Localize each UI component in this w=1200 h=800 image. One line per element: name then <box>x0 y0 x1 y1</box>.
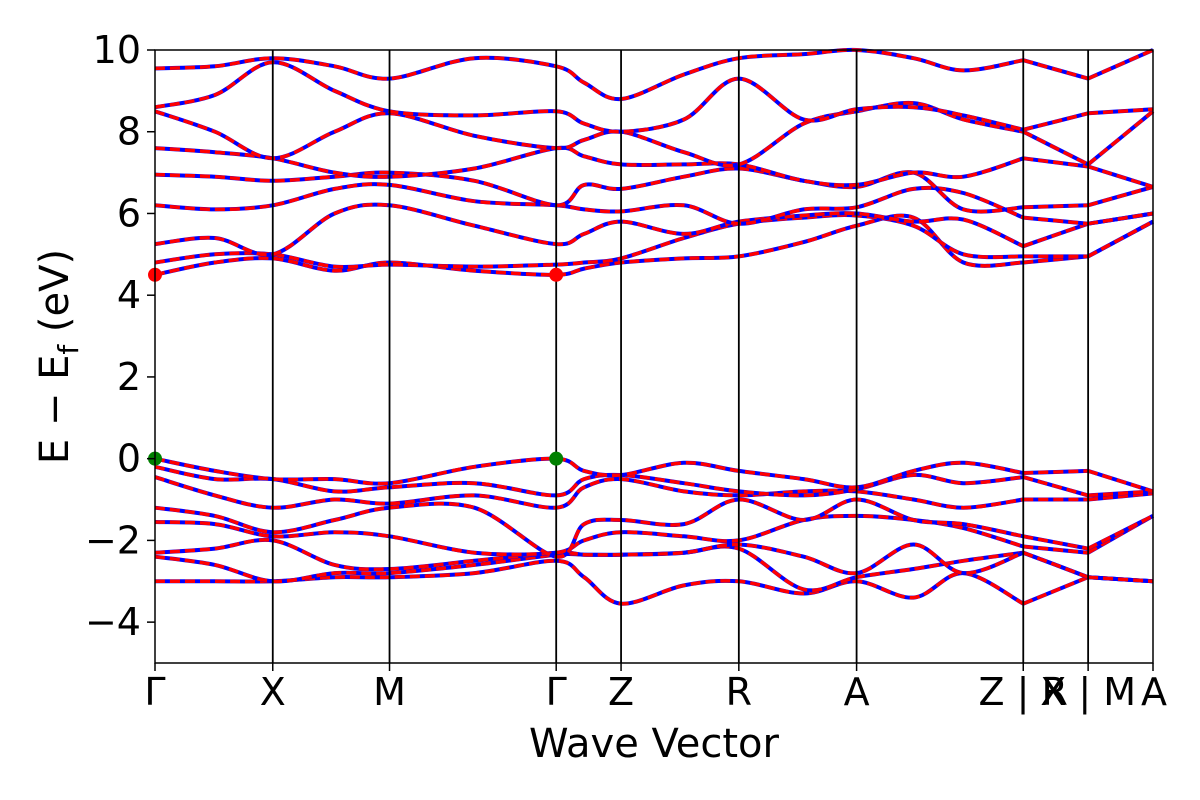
band-line <box>1087 575 1154 584</box>
band-line <box>1023 469 1089 475</box>
x-tick-label: Z <box>608 670 634 714</box>
y-axis-ticks: −4 −2 0 2 4 6 8 10 <box>85 28 155 644</box>
band-line <box>1022 534 1089 551</box>
band-line <box>154 202 1025 257</box>
x-tick-label: M <box>373 670 406 714</box>
band-line <box>1087 220 1154 258</box>
band-line <box>1023 203 1089 210</box>
band-line <box>1087 469 1154 494</box>
x-tick-label: Γ <box>144 670 165 714</box>
y-tick-label: 4 <box>117 273 141 317</box>
band-line <box>154 166 1024 214</box>
band-line <box>154 213 1024 269</box>
y-axis-title-subscript: f <box>52 344 85 355</box>
y-tick-label: 10 <box>93 28 141 72</box>
y-axis-title-main: E − E <box>32 355 78 465</box>
band-line <box>154 145 1024 188</box>
y-tick-label: 8 <box>117 110 141 154</box>
band-line <box>1022 475 1089 498</box>
bands-layer <box>154 47 1155 606</box>
band-line <box>154 538 1024 575</box>
x-tick-label: X <box>260 670 286 714</box>
band-line-blue <box>154 60 1024 134</box>
x-tick-label: X | M <box>1040 670 1136 715</box>
band-line <box>1022 551 1089 579</box>
band-line <box>1088 107 1154 116</box>
band-line <box>1022 575 1089 606</box>
band-line <box>1022 130 1089 166</box>
band-line <box>1023 156 1089 169</box>
band-line <box>1086 109 1155 166</box>
y-tick-label: −4 <box>85 600 141 644</box>
band-line <box>1087 514 1154 551</box>
band-line <box>155 559 1025 606</box>
band-line <box>1087 491 1154 502</box>
band-line <box>1023 215 1089 226</box>
band-line <box>1087 211 1154 226</box>
band-edge-markers <box>148 267 564 466</box>
band-line <box>154 213 1024 277</box>
band-line <box>154 497 1024 559</box>
kpath-dividers <box>271 50 1090 663</box>
y-tick-label: 0 <box>117 437 141 481</box>
band-line <box>1087 164 1154 189</box>
plot-frame <box>154 49 1154 664</box>
band-line <box>1023 544 1089 555</box>
x-tick-label: A <box>1141 670 1167 714</box>
y-tick-label: 2 <box>117 355 141 399</box>
x-tick-label: Γ <box>546 670 567 714</box>
x-tick-label: Z | R <box>979 670 1068 715</box>
band-line <box>154 60 1024 134</box>
band-line <box>154 48 1024 101</box>
x-tick-label: R <box>726 670 752 714</box>
cbm-marker <box>549 267 564 282</box>
y-tick-label: −2 <box>85 518 141 562</box>
y-tick-label: 6 <box>117 191 141 235</box>
y-axis-title-unit: (eV) <box>32 249 78 345</box>
band-line <box>154 514 1024 557</box>
band-line-blue <box>154 47 1024 102</box>
band-line <box>1087 48 1154 81</box>
x-tick-label: A <box>844 670 870 714</box>
band-line <box>154 182 1024 226</box>
band-line <box>1022 58 1089 81</box>
band-line <box>1087 185 1154 207</box>
band-line-blue <box>154 537 1025 576</box>
band-line <box>154 475 1024 510</box>
x-axis-title: Wave Vector <box>529 721 780 767</box>
vbm-marker <box>549 451 564 466</box>
band-line-blue <box>1086 109 1155 166</box>
band-line <box>1022 111 1089 132</box>
band-line <box>154 456 1024 490</box>
y-axis-title: E − Ef (eV) <box>32 249 85 464</box>
